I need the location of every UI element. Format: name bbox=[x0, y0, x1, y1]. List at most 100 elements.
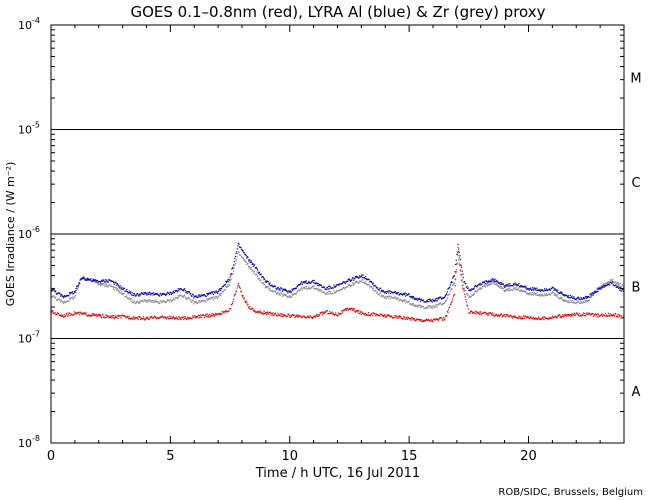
series-point bbox=[477, 289, 479, 291]
series-point bbox=[610, 279, 612, 281]
series-point bbox=[606, 284, 608, 286]
series-point bbox=[236, 287, 238, 289]
series-point bbox=[403, 299, 405, 301]
series-point bbox=[200, 314, 202, 316]
series-point bbox=[612, 281, 614, 283]
series-point bbox=[317, 315, 319, 317]
series-point bbox=[604, 315, 606, 317]
series-point bbox=[203, 314, 205, 316]
series-point bbox=[67, 315, 69, 317]
series-point bbox=[348, 278, 351, 280]
series-point bbox=[533, 318, 535, 320]
series-point bbox=[288, 295, 290, 297]
series-point bbox=[403, 293, 405, 296]
series-point bbox=[233, 264, 235, 266]
series-point bbox=[191, 318, 193, 320]
series-point bbox=[596, 288, 598, 290]
series-point bbox=[117, 317, 119, 319]
series-point bbox=[334, 286, 336, 288]
series-point bbox=[154, 315, 156, 317]
series-point bbox=[536, 317, 538, 319]
series-point bbox=[231, 267, 234, 269]
series-point bbox=[147, 316, 149, 318]
series-point bbox=[413, 297, 415, 299]
series-point bbox=[467, 308, 469, 310]
series-point bbox=[233, 295, 235, 297]
series-point bbox=[101, 283, 103, 285]
series-point bbox=[114, 315, 117, 317]
series-point bbox=[197, 296, 199, 298]
series-point bbox=[394, 297, 396, 299]
series-point bbox=[548, 288, 550, 290]
series-point bbox=[68, 312, 71, 314]
series-point bbox=[169, 315, 171, 317]
series-point bbox=[128, 290, 130, 292]
series-point bbox=[502, 287, 505, 289]
series-point bbox=[404, 318, 407, 320]
series-point bbox=[253, 270, 255, 272]
series-point bbox=[279, 314, 281, 317]
series-point bbox=[159, 295, 161, 297]
series-point bbox=[584, 297, 586, 300]
series-point bbox=[319, 283, 321, 286]
series-point bbox=[441, 304, 443, 306]
series-point bbox=[252, 269, 254, 271]
series-point bbox=[465, 286, 468, 288]
series-point bbox=[117, 315, 120, 317]
series-point bbox=[82, 275, 84, 278]
series-point bbox=[113, 288, 115, 291]
series-point bbox=[154, 301, 156, 303]
series-point bbox=[419, 298, 421, 300]
series-point bbox=[162, 293, 164, 295]
series-point bbox=[295, 287, 297, 289]
series-point bbox=[313, 282, 315, 284]
series-point bbox=[244, 301, 247, 304]
series-point bbox=[125, 296, 127, 298]
series-point bbox=[488, 281, 490, 283]
series-point bbox=[378, 289, 380, 291]
series-point bbox=[394, 296, 396, 298]
series-point bbox=[114, 281, 116, 283]
series-point bbox=[451, 281, 453, 284]
series-point bbox=[584, 312, 586, 315]
series-point bbox=[446, 293, 448, 295]
series-point bbox=[560, 296, 562, 298]
series-point bbox=[328, 312, 330, 315]
series-point bbox=[577, 296, 579, 298]
series-point bbox=[398, 299, 401, 301]
series-point bbox=[567, 295, 570, 297]
series-point bbox=[247, 306, 250, 308]
series-point bbox=[375, 315, 377, 317]
series-point bbox=[50, 295, 53, 298]
series-point bbox=[277, 287, 280, 289]
series-point bbox=[597, 316, 599, 318]
series-point bbox=[611, 315, 613, 317]
series-point bbox=[607, 281, 610, 284]
series-point bbox=[256, 269, 259, 271]
series-point bbox=[370, 286, 373, 288]
series-point bbox=[318, 290, 320, 292]
series-point bbox=[524, 290, 526, 292]
series-point bbox=[459, 268, 462, 270]
series-point bbox=[113, 317, 115, 320]
series-point bbox=[597, 313, 599, 315]
series-point bbox=[203, 294, 205, 296]
series-point bbox=[164, 300, 166, 303]
series-point bbox=[87, 314, 89, 316]
series-point bbox=[385, 290, 387, 293]
series-point bbox=[490, 282, 492, 284]
series-point bbox=[457, 243, 459, 246]
series-point bbox=[194, 301, 197, 303]
series-point bbox=[571, 295, 573, 297]
series-point bbox=[387, 295, 389, 297]
series-point bbox=[362, 279, 364, 281]
series-point bbox=[522, 317, 524, 320]
series-point bbox=[182, 316, 184, 318]
series-point bbox=[243, 297, 245, 299]
series-point bbox=[535, 294, 537, 296]
series-point bbox=[538, 294, 540, 297]
series-point bbox=[142, 316, 145, 318]
series-point bbox=[434, 298, 436, 300]
series-point bbox=[221, 292, 223, 295]
series-point bbox=[606, 282, 608, 284]
